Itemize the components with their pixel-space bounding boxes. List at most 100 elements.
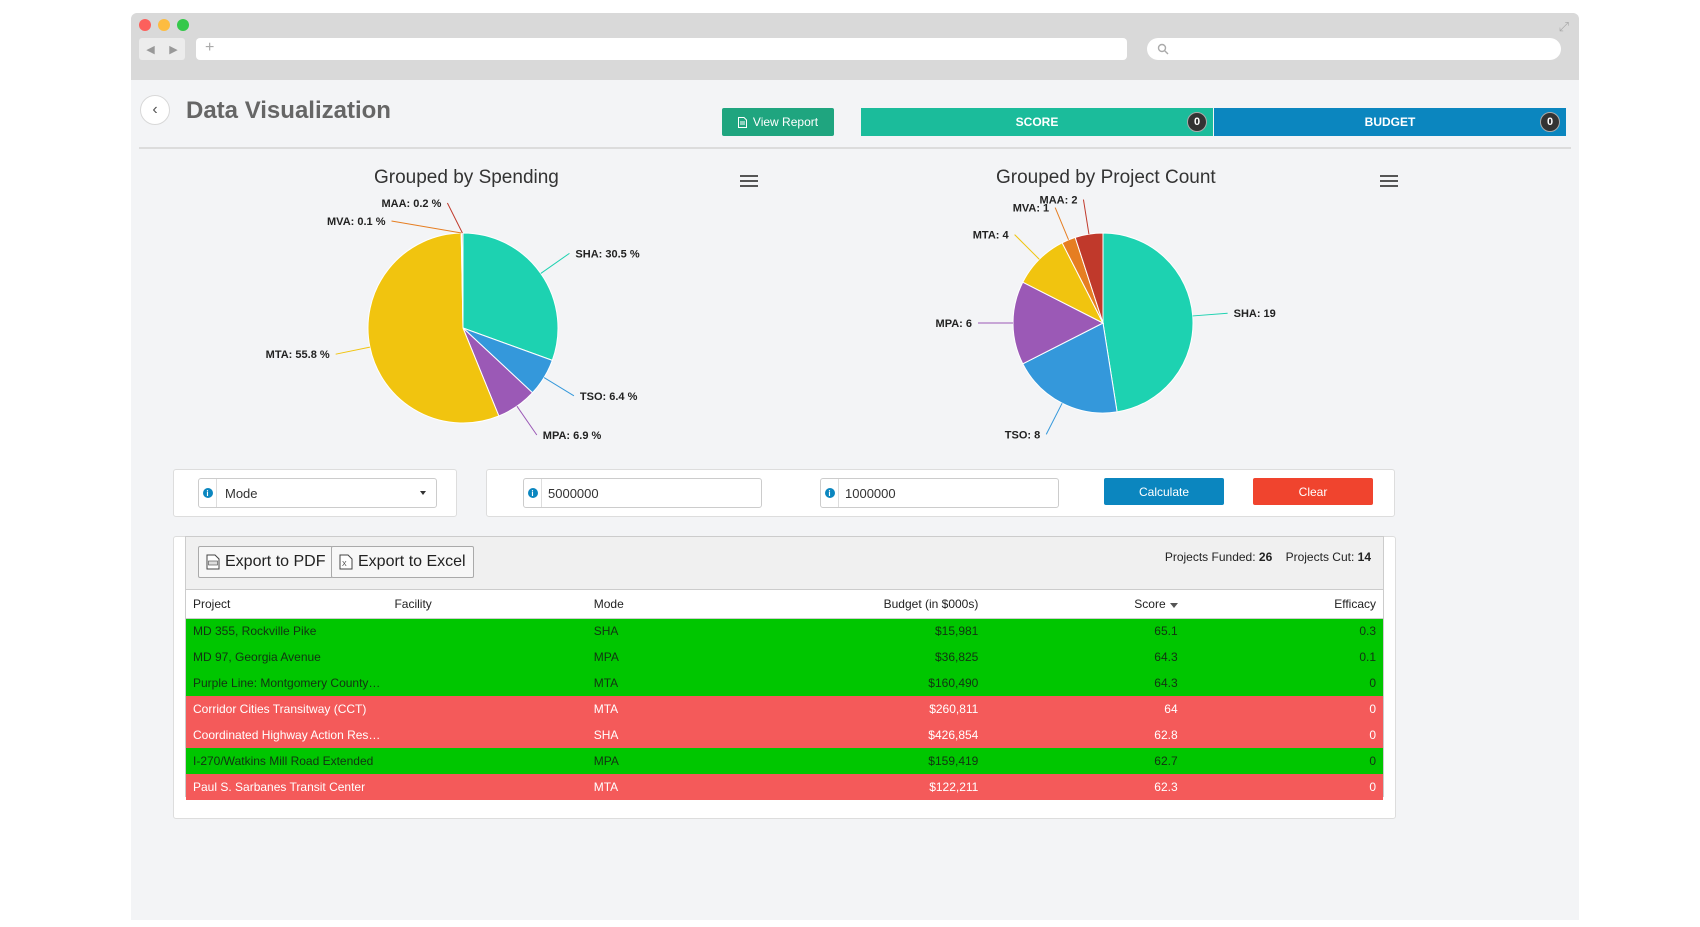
- pie-connector-mva: [391, 220, 462, 234]
- pie-label-mva: MVA: 0.1 %: [327, 216, 386, 228]
- browser-search-bar[interactable]: [1147, 38, 1561, 60]
- minimize-window-button[interactable]: [158, 19, 170, 31]
- budget-badge: 0: [1540, 112, 1560, 132]
- pie-connector-mva: [1054, 207, 1070, 241]
- fullscreen-icon[interactable]: ⤢: [1558, 19, 1569, 34]
- table-row[interactable]: MD 97, Georgia Avenue MPA $36,825 64.3 0.1: [186, 644, 1383, 670]
- view-report-button[interactable]: View Report: [722, 108, 834, 136]
- cell-facility: [387, 774, 587, 800]
- new-tab-icon[interactable]: +: [205, 39, 215, 56]
- score-bar: SCORE 0: [861, 108, 1213, 136]
- chevron-left-icon: ‹: [152, 101, 158, 118]
- cell-efficacy: 0.3: [1184, 618, 1383, 644]
- browser-nav: ◀ ▶: [139, 38, 185, 60]
- cell-mode: MTA: [586, 696, 786, 722]
- group-by-value: Mode: [225, 485, 258, 501]
- spending-chart-title: Grouped by Spending: [374, 167, 559, 188]
- header-divider: [139, 147, 1571, 149]
- cell-budget: $36,825: [786, 644, 986, 670]
- pie-connector-sha: [1192, 312, 1228, 317]
- pie-label-maa: MAA: 2: [1040, 195, 1078, 207]
- table-row[interactable]: Paul S. Sarbanes Transit Center MTA $122,2…: [186, 774, 1383, 800]
- export-excel-label: Export to Excel: [358, 553, 466, 570]
- spending-pie-chart: SHA: 30.5 % TSO: 6.4 % MPA: 6.9 % MTA: 55.8…: [266, 198, 640, 442]
- pie-slice-tso[interactable]: [1022, 322, 1118, 414]
- info-glyph: i: [202, 488, 213, 498]
- back-arrow-icon[interactable]: ◀: [146, 43, 155, 56]
- cell-facility: [387, 618, 587, 644]
- info-icon: i: [821, 479, 839, 507]
- funded-count: 26: [1258, 550, 1273, 564]
- column-header-mode[interactable]: Mode: [586, 591, 786, 619]
- score-label: SCORE: [1015, 115, 1059, 129]
- column-header-efficacy[interactable]: Efficacy: [1184, 591, 1383, 619]
- threshold-input[interactable]: i: [820, 478, 1059, 508]
- cell-facility: [387, 722, 587, 748]
- cell-mode: MTA: [586, 774, 786, 800]
- cell-facility: [387, 748, 587, 774]
- cell-score: 65.1: [985, 618, 1185, 644]
- budget-input-field[interactable]: [542, 480, 761, 506]
- column-header-project[interactable]: Project: [186, 591, 388, 619]
- table-row[interactable]: Coordinated Highway Action Res… SHA $426,8…: [186, 722, 1383, 748]
- calculate-button[interactable]: Calculate: [1104, 478, 1224, 505]
- clear-button[interactable]: Clear: [1253, 478, 1373, 505]
- column-header-facility[interactable]: Facility: [387, 591, 587, 619]
- cell-budget: $426,854: [786, 722, 986, 748]
- project-table: Project Facility Mode Budget (in $000s) …: [186, 591, 1383, 800]
- pie-label-mva: MVA: 1: [1013, 203, 1049, 215]
- table-row[interactable]: Purple Line: Montgomery County… MTA $160,4…: [186, 670, 1383, 696]
- cell-mode: SHA: [586, 618, 786, 644]
- group-by-select[interactable]: i Mode: [198, 478, 437, 508]
- cell-efficacy: 0: [1184, 748, 1383, 774]
- cell-facility: [387, 644, 587, 670]
- pie-label-tso: TSO: 8: [1005, 429, 1040, 441]
- pie-connector-mpa: [516, 405, 538, 436]
- cell-mode: MTA: [586, 670, 786, 696]
- budget-bar: BUDGET 0: [1214, 108, 1566, 136]
- spending-chart-menu-icon[interactable]: [740, 175, 758, 189]
- table-row[interactable]: Corridor Cities Transitway (CCT) MTA $260,…: [186, 696, 1383, 722]
- cell-budget: $15,981: [786, 618, 986, 644]
- table-row[interactable]: I-270/Watkins Mill Road Extended MPA $159,…: [186, 748, 1383, 774]
- pie-connector-mta: [335, 346, 371, 355]
- table-toolbar: Export to PDF X Export to Excel Projects…: [186, 537, 1383, 590]
- info-glyph: i: [824, 488, 835, 498]
- threshold-input-field[interactable]: [839, 480, 1058, 506]
- address-bar[interactable]: +: [196, 38, 1127, 60]
- column-header-budget[interactable]: Budget (in $000s): [786, 591, 986, 619]
- pie-connector-tso: [1045, 402, 1063, 435]
- document-icon: [737, 116, 747, 128]
- cell-project: Coordinated Highway Action Res…: [186, 722, 388, 748]
- budget-input[interactable]: i: [523, 478, 762, 508]
- cell-budget: $159,419: [786, 748, 986, 774]
- pie-label-mpa: MPA: 6: [936, 318, 972, 330]
- info-glyph: i: [527, 488, 538, 498]
- pie-connector-maa: [446, 202, 463, 234]
- budget-label: BUDGET: [1364, 115, 1416, 129]
- column-header-score[interactable]: Score: [985, 591, 1185, 619]
- forward-arrow-icon[interactable]: ▶: [169, 43, 178, 56]
- export-pdf-label: Export to PDF: [225, 553, 326, 570]
- table-row[interactable]: MD 355, Rockville Pike SHA $15,981 65.1 0.3: [186, 618, 1383, 644]
- pie-slice-mpa[interactable]: [1012, 281, 1105, 365]
- cell-mode: MPA: [586, 644, 786, 670]
- maximize-window-button[interactable]: [177, 19, 189, 31]
- pie-slice-maa[interactable]: [461, 232, 464, 329]
- cell-project: MD 355, Rockville Pike: [186, 618, 388, 644]
- close-window-button[interactable]: [139, 19, 151, 31]
- info-icon: i: [199, 479, 217, 507]
- pie-label-maa: MAA: 0.2 %: [381, 198, 441, 210]
- export-excel-button[interactable]: X Export to Excel: [331, 546, 474, 578]
- back-button[interactable]: ‹: [140, 95, 170, 125]
- cell-budget: $260,811: [786, 696, 986, 722]
- pie-label-mpa: MPA: 6.9 %: [543, 430, 602, 442]
- cell-efficacy: 0: [1184, 696, 1383, 722]
- export-pdf-button[interactable]: Export to PDF: [198, 546, 334, 578]
- pie-slice-sha[interactable]: [462, 232, 559, 361]
- cell-project: MD 97, Georgia Avenue: [186, 644, 388, 670]
- pie-label-sha: SHA: 19: [1234, 308, 1276, 320]
- count-chart-menu-icon[interactable]: [1380, 175, 1398, 189]
- cell-score: 62.7: [985, 748, 1185, 774]
- pie-slice-sha[interactable]: [1102, 232, 1194, 413]
